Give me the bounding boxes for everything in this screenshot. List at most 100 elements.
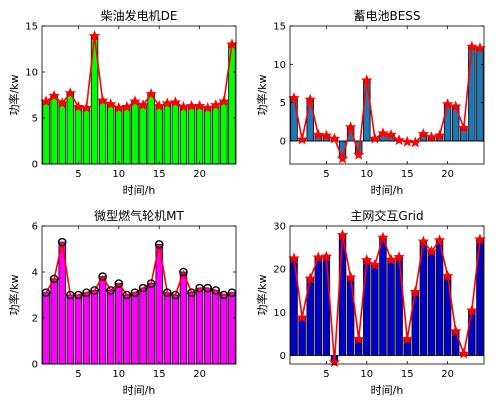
point-hour-5	[320, 250, 333, 262]
bar-hour-2	[50, 95, 58, 165]
point-hour-11	[369, 132, 381, 144]
point-hour-18	[425, 245, 438, 257]
point-hour-17	[169, 96, 182, 108]
y-tick-label: 10	[273, 60, 286, 71]
bar-hour-19	[435, 239, 444, 356]
point-hour-23	[218, 95, 230, 107]
point-hour-23	[466, 40, 478, 52]
bar-hour-10	[363, 259, 371, 356]
x-tick-label: 20	[193, 369, 206, 380]
point-hour-12	[129, 95, 141, 107]
axes-frame	[289, 225, 485, 365]
point-hour-16	[162, 288, 172, 298]
bar-hour-19	[187, 292, 196, 365]
chart-micro-gas-turbine: 5 10 15 20 0 2 4 6 微型燃气轮机MT 时间/h 功率/kw	[7, 208, 237, 397]
bar-hour-23	[468, 46, 476, 142]
point-hour-23	[219, 290, 229, 300]
bar-hour-20	[443, 103, 452, 142]
point-hour-4	[312, 128, 325, 140]
chart-title: 主网交互Grid	[350, 208, 423, 223]
point-hour-21	[449, 100, 462, 112]
bar-hour-1	[290, 97, 298, 142]
point-hour-5	[320, 129, 333, 141]
x-tick-label: 15	[153, 369, 166, 380]
point-hour-20	[195, 283, 204, 293]
bar-hour-21	[203, 107, 212, 165]
y-tick-label: 0	[280, 351, 286, 362]
bar-hour-12	[379, 237, 387, 356]
bar-hour-17	[171, 101, 180, 165]
bar-hour-5	[74, 106, 83, 165]
bar-hour-13	[387, 259, 395, 356]
y-tick-label: 10	[273, 308, 286, 319]
bar-hour-18	[179, 106, 188, 165]
point-hour-2	[296, 311, 308, 323]
bar-hour-16	[163, 292, 172, 365]
point-hour-10	[114, 279, 124, 288]
bar-hour-9	[106, 289, 115, 365]
point-hour-16	[409, 136, 422, 148]
point-hour-7	[88, 30, 101, 42]
bar-hour-4	[66, 294, 75, 365]
point-hour-11	[369, 258, 381, 270]
x-tick-label: 15	[153, 169, 166, 180]
point-hour-14	[393, 134, 405, 146]
point-hour-16	[161, 97, 174, 109]
bar-hour-4	[314, 257, 323, 356]
point-hour-13	[385, 253, 397, 265]
chart-diesel-generator: 5 10 15 20 0 5 10 15 柴油发电机DE 时间/h 功率/kw	[7, 8, 238, 197]
point-hour-23	[466, 304, 478, 316]
point-hour-9	[106, 286, 116, 295]
point-hour-15	[401, 332, 413, 344]
bar-hour-20	[195, 287, 204, 365]
x-tick-label: 10	[112, 369, 125, 380]
bar-hour-3	[306, 99, 314, 142]
point-hour-17	[417, 235, 430, 247]
bar-hour-23	[468, 310, 476, 356]
y-tick-label: 2	[32, 314, 38, 325]
point-hour-2	[296, 133, 308, 145]
chart-title: 柴油发电机DE	[101, 8, 178, 23]
point-hour-10	[113, 101, 125, 113]
point-hour-11	[122, 290, 132, 300]
axes-frame	[289, 25, 485, 165]
point-hour-17	[171, 290, 180, 300]
point-hour-8	[96, 94, 109, 106]
point-hour-19	[187, 288, 196, 298]
bar-hour-11	[123, 106, 131, 165]
chart-title: 微型燃气轮机MT	[94, 208, 184, 223]
point-hour-21	[203, 283, 213, 293]
bar-hour-6	[82, 107, 91, 165]
bar-hour-14	[395, 256, 403, 356]
bar-hour-22	[212, 104, 220, 165]
point-hour-15	[401, 135, 413, 147]
point-hour-9	[352, 148, 365, 160]
point-hour-18	[179, 267, 188, 277]
point-hour-17	[417, 128, 430, 139]
bar-hour-12	[131, 292, 139, 365]
x-tick-label: 5	[75, 169, 81, 180]
point-hour-12	[377, 231, 389, 243]
bar-hour-14	[147, 283, 155, 365]
bar-hour-7	[338, 234, 347, 356]
plot-area	[42, 26, 236, 164]
point-hour-14	[393, 251, 405, 262]
x-axis-label: 时间/h	[123, 184, 156, 197]
bar-hour-24	[228, 292, 236, 365]
x-tick-label: 15	[401, 369, 414, 380]
bar-hour-1	[42, 101, 50, 165]
x-tick-label: 20	[441, 369, 454, 380]
point-hour-13	[137, 99, 149, 111]
chart-grid-exchange: 5 10 15 20 0 10 20 30 主网交互Grid 时间/h 功率/kw	[255, 208, 486, 397]
bar-hour-18	[179, 271, 188, 365]
bar-hour-10	[115, 107, 123, 165]
bar-hour-22	[212, 289, 220, 365]
bar-hour-13	[139, 287, 147, 365]
bar-hour-2	[298, 317, 306, 356]
point-hour-9	[104, 98, 117, 110]
point-hour-8	[98, 272, 107, 281]
x-tick-label: 10	[360, 369, 373, 380]
point-hour-1	[41, 288, 51, 298]
point-hour-8	[344, 121, 357, 133]
bar-hour-20	[195, 105, 204, 165]
